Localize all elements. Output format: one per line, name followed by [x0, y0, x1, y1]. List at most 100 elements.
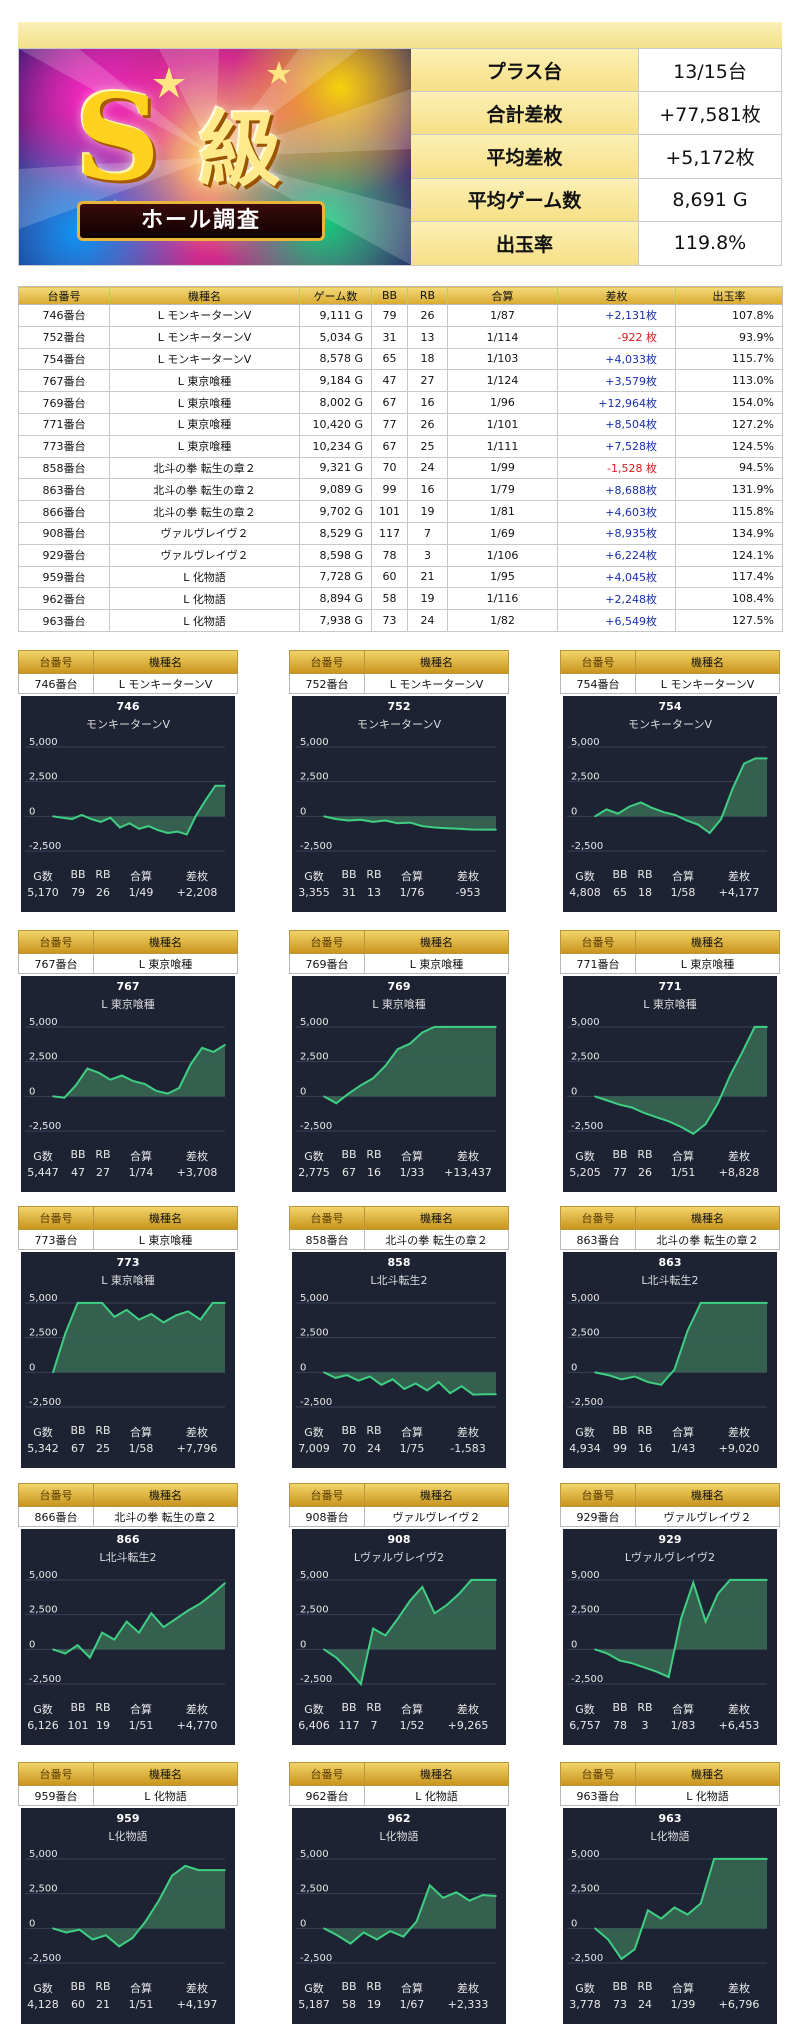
line-chart: 5,000 2,500 0 -2,500 [296, 737, 497, 852]
data-point [380, 1384, 383, 1386]
data-point [360, 1683, 362, 1685]
data-point [212, 1051, 215, 1053]
series-line [52, 1044, 226, 1099]
y-tick-label: 0 [300, 1639, 306, 1650]
series-line [323, 1371, 496, 1396]
table-cell: 19 [407, 587, 448, 611]
card-header-model-label: 機種名 [636, 1206, 780, 1230]
table-row: 769番台 L 東京喰種 8,002 G 67 16 1/96 +12,964枚 154.0% [18, 391, 783, 414]
summary-value: 8,691 G [639, 178, 781, 221]
data-point [155, 1090, 157, 1092]
data-point [692, 1133, 695, 1135]
stats-value: 19 [96, 1719, 110, 1732]
stats-value-row: 6,126 101 19 1/51 +4,770 [21, 1719, 235, 1737]
series-area [53, 1044, 225, 1098]
line-chart: 5,000 2,500 0 -2,500 [567, 1293, 768, 1408]
chart-card: 台番号 機種名 929番台 ヴァルヴレイヴ２ 929 Lヴァルヴレイヴ2 5,000 2,50… [560, 1483, 780, 1745]
stats-header: BB [341, 1424, 357, 1437]
y-tick-label: 0 [300, 1918, 306, 1929]
data-point [766, 757, 768, 760]
data-point [415, 1920, 418, 1923]
card-header-model-label: 機種名 [94, 1762, 238, 1786]
data-point [210, 1869, 213, 1871]
card-subheader: 754番台 L モンキーターンV [560, 674, 780, 694]
table-cell: 1/124 [447, 369, 558, 393]
y-tick-label: -2,500 [571, 1674, 603, 1685]
card-subheader: 752番台 L モンキーターンV [289, 674, 509, 694]
data-point [617, 812, 619, 815]
chart-card: 台番号 機種名 962番台 L 化物語 962 L化物語 5,000 2,500 0 -2,500… [289, 1762, 509, 2024]
stats-value: 6,406 [298, 1719, 330, 1732]
stats-value: +9,265 [447, 1719, 489, 1732]
y-tick-label: -2,500 [571, 1397, 603, 1408]
card-machine-number: 929番台 [560, 1507, 636, 1527]
card-machine-number: 858番台 [289, 1230, 365, 1250]
card-machine-name: L モンキーターンV [636, 674, 780, 694]
y-tick-label: 2,500 [300, 772, 329, 783]
data-point [667, 1120, 670, 1123]
data-point [433, 1026, 436, 1028]
stats-header: G数 [304, 1982, 324, 1995]
card-header-model-label: 機種名 [365, 650, 509, 674]
y-tick-label: 2,500 [29, 1884, 58, 1895]
stats-value: 1/67 [399, 1998, 425, 2011]
chart-stats: G数 BB RB 合算 差枚 7,009 70 24 1/75 -1,583 [292, 1424, 506, 1460]
data-point [594, 815, 596, 818]
card-machine-name: L 東京喰種 [94, 1230, 238, 1250]
table-cell: 127.2% [675, 412, 783, 436]
stats-header: BB [70, 1148, 86, 1161]
stats-header: RB [366, 1701, 382, 1714]
data-point [717, 1102, 719, 1105]
stats-value: +4,197 [176, 1998, 218, 2011]
stats-header: RB [637, 1424, 653, 1437]
y-tick-label: 5,000 [300, 1017, 329, 1028]
data-point [125, 1309, 128, 1311]
stats-header: BB [70, 1424, 86, 1437]
card-machine-name: L モンキーターンV [94, 674, 238, 694]
table-cell: L 化物語 [109, 587, 300, 611]
table-row: 746番台 L モンキーターンV 9,111 G 79 26 1/87 +2,131枚 107… [18, 304, 783, 327]
logo-s-letter: S [75, 68, 161, 207]
table-cell: 5,034 G [299, 325, 372, 349]
chart-panel: 962 L化物語 5,000 2,500 0 -2,500 G数 BB RB 合算 差枚 5,187 5… [292, 1808, 506, 2024]
data-point [61, 816, 64, 819]
stats-header: BB [612, 868, 628, 881]
stats-header: 合算 [672, 1426, 694, 1439]
card-header: 台番号 機種名 [560, 650, 780, 674]
data-point [195, 814, 198, 816]
table-header-cell: 機種名 [109, 286, 300, 305]
data-point [700, 1902, 702, 1905]
stats-header: 合算 [672, 870, 694, 883]
table-cell: 754番台 [18, 347, 110, 371]
data-point [349, 1942, 352, 1945]
chart-title: 929 [658, 1533, 682, 1546]
table-cell: L 化物語 [109, 565, 300, 589]
chart-panel: 754 モンキーターンV 5,000 2,500 0 -2,500 G数 BB RB 合算 差枚 4,… [563, 696, 777, 912]
data-point [594, 1095, 596, 1098]
data-point [175, 1618, 177, 1620]
table-cell: 19 [407, 500, 448, 523]
card-subheader: 769番台 L 東京喰種 [289, 954, 509, 974]
data-point [138, 828, 140, 830]
stats-value-row: 6,406 117 7 1/52 +9,265 [292, 1719, 506, 1737]
data-point [197, 1869, 200, 1871]
chart-card: 台番号 機種名 863番台 北斗の拳 転生の章２ 863 L北斗転生2 5,000 2,500… [560, 1206, 780, 1468]
data-point [470, 1579, 473, 1581]
data-point [118, 1945, 120, 1948]
table-cell: +8,688枚 [557, 478, 676, 502]
chart-panel: 773 L 東京喰種 5,000 2,500 0 -2,500 G数 BB RB 合算 差枚 5,34… [21, 1252, 235, 1468]
card-machine-number: 754番台 [560, 674, 636, 694]
data-point [607, 1374, 610, 1376]
chart-subtitle: Lヴァルヴレイヴ2 [624, 1551, 716, 1564]
stats-value: 1/33 [399, 1166, 425, 1179]
y-tick-label: 2,500 [571, 1884, 600, 1895]
s-class-logo: S 級 ホール調査 [19, 49, 411, 265]
card-header: 台番号 機種名 [18, 1483, 238, 1507]
data-point [458, 828, 460, 830]
summary-table: プラス台 13/15台 合計差枚 +77,581枚 平均差枚 +5,172枚 平均ゲーム数 8… [411, 49, 781, 265]
chart-subtitle: L化物語 [650, 1830, 690, 1843]
line-chart: 5,000 2,500 0 -2,500 [25, 737, 226, 852]
stats-value: +2,333 [447, 1998, 489, 2011]
stats-value: 77 [613, 1166, 627, 1179]
stats-value-row: 3,355 31 13 1/76 -953 [292, 886, 506, 904]
